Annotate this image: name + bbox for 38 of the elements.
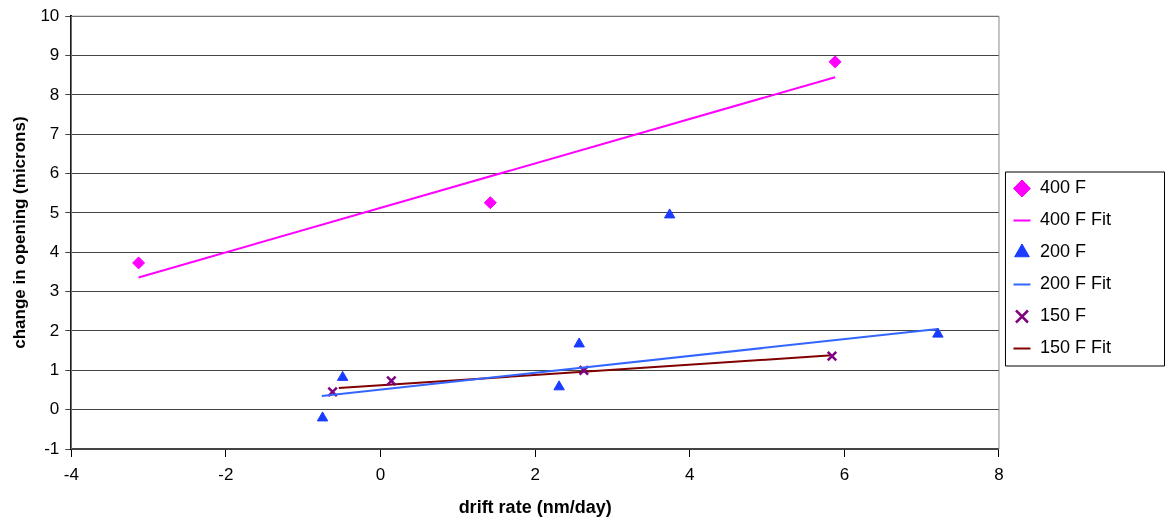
y-tick-label: 6	[49, 163, 60, 183]
y-tick-label: 4	[49, 241, 60, 261]
x-tick-label: 8	[994, 464, 1004, 484]
point	[336, 370, 349, 381]
legend-label: 150 F Fit	[1039, 337, 1112, 358]
point	[385, 375, 397, 387]
y-tick-label: 5	[49, 202, 60, 222]
point	[483, 196, 497, 210]
point	[132, 256, 146, 270]
x-tick-label: 6	[839, 464, 850, 484]
x-axis-title: drift rate (nm/day)	[458, 497, 612, 518]
point	[932, 327, 944, 338]
y-tick-label: 7	[49, 123, 60, 143]
y-tick-label: -1	[44, 438, 60, 458]
point	[573, 337, 585, 348]
legend-label: 400 F	[1039, 177, 1087, 198]
y-axis-title: change in opening (microns)	[9, 116, 29, 349]
point	[553, 380, 565, 391]
x-tick-label: 4	[685, 464, 695, 484]
y-tick-label: 8	[49, 84, 60, 104]
point	[663, 208, 676, 219]
point	[316, 411, 329, 422]
legend-label: 200 F Fit	[1039, 273, 1112, 294]
legend-label: 150 F	[1039, 305, 1087, 326]
y-tick-label: 10	[40, 5, 60, 25]
legend-label: 400 F Fit	[1039, 209, 1112, 230]
y-tick-label: 2	[49, 320, 60, 340]
y-tick-label: 1	[49, 360, 60, 379]
y-tick-label: 9	[49, 45, 60, 65]
legend-label: 200 F	[1039, 241, 1087, 262]
point	[826, 350, 838, 362]
x-tick-label: 0	[375, 464, 386, 484]
x-tick-label: 2	[530, 464, 540, 484]
point	[828, 55, 842, 69]
y-tick-label: 3	[49, 281, 60, 301]
y-tick-label: 0	[49, 399, 60, 419]
x-tick-label: -4	[63, 464, 79, 484]
x-tick-label: -2	[218, 464, 234, 484]
